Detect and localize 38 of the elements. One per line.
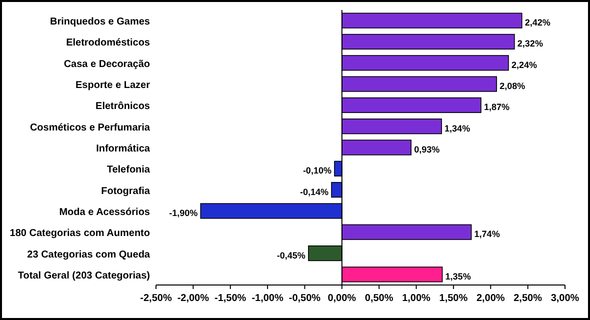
y-tick-label: Eletrodomésticos [66, 38, 150, 49]
x-tick-label: -1,00% [252, 293, 284, 304]
y-tick-label: Esporte e Lazer [76, 80, 150, 92]
data-label: 1,87% [484, 102, 510, 112]
data-label: 2,08% [500, 81, 526, 92]
x-tick-label: 2,00% [476, 293, 505, 304]
data-label: -1,90% [169, 208, 198, 218]
x-tick-label: 2,50% [514, 293, 542, 304]
x-tick-label: -1,50% [214, 293, 246, 304]
data-label: -0,45% [276, 250, 306, 260]
data-label: -0,10% [302, 166, 332, 176]
data-label: 2,42% [524, 18, 550, 28]
y-tick-label: Moda e Acessórios [59, 206, 150, 218]
x-tick-label: 1,50% [439, 293, 468, 304]
x-tick-label: 0,00% [328, 293, 356, 304]
data-label: 1,35% [445, 271, 471, 282]
x-tick-label: -2,00% [177, 293, 210, 304]
y-tick-label: Eletrônicos [96, 101, 150, 112]
x-tick-label: 1,00% [402, 293, 431, 304]
data-label: 1,74% [474, 229, 500, 240]
y-tick-label: 23 Categorias com Queda [27, 249, 150, 260]
x-tick-label: 3,00% [550, 293, 580, 304]
x-tick-label: -2,50% [140, 293, 172, 304]
data-label: -0,14% [300, 186, 328, 197]
data-label: 0,93% [414, 144, 440, 154]
y-tick-label: Telefonia [106, 164, 150, 176]
data-label: 2,24% [511, 60, 538, 70]
y-tick-label: Fotografia [101, 186, 150, 197]
y-tick-label: Brinquedos e Games [50, 16, 150, 28]
x-tick-label: 0,50% [364, 293, 394, 304]
data-label: 1,34% [444, 123, 470, 134]
y-tick-label: 180 Categorias com Aumento [10, 228, 150, 240]
y-tick-label: Total Geral (203 Categorias) [18, 270, 150, 282]
y-tick-label: Casa e Decoração [64, 58, 150, 70]
y-tick-label: Informática [96, 144, 150, 154]
y-tick-label: Cosméticos e Perfumaria [30, 122, 150, 134]
data-label: 2,32% [517, 38, 543, 49]
x-tick-label: -0,50% [288, 293, 321, 304]
